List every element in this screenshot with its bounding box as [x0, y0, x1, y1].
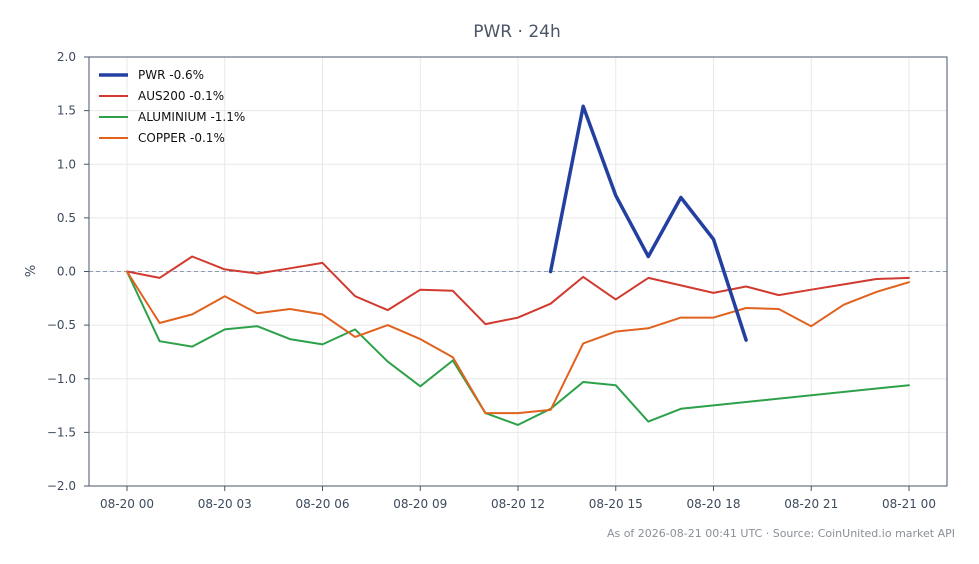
- y-tick-label: −1.5: [47, 425, 76, 439]
- y-tick-label: 2.0: [57, 50, 76, 64]
- x-tick-label: 08-20 18: [687, 497, 741, 511]
- y-axis: 2.0 1.5 1.0 0.5 0.0 −0.5 −1.0 −1.5 −2.0: [47, 50, 90, 493]
- y-tick-label: 0.5: [57, 211, 76, 225]
- chart-title: PWR · 24h: [473, 22, 561, 42]
- legend-label: COPPER -0.1%: [138, 131, 225, 145]
- series-lines: [126, 104, 910, 426]
- source-footer: As of 2026-08-21 00:41 UTC · Source: Coi…: [607, 527, 955, 540]
- x-tick-label: 08-20 00: [100, 497, 154, 511]
- y-tick-label: −0.5: [47, 318, 76, 332]
- x-tick-label: 08-21 00: [882, 497, 936, 511]
- series-line-0: [548, 104, 748, 342]
- y-tick-label: 1.5: [57, 104, 76, 118]
- legend-label: AUS200 -0.1%: [138, 89, 224, 103]
- legend-label: ALUMINIUM -1.1%: [138, 110, 245, 124]
- y-tick-label: 0.0: [57, 265, 76, 279]
- legend-label: PWR -0.6%: [138, 68, 204, 82]
- x-axis: 08-20 00 08-20 03 08-20 06 08-20 09 08-20 12…: [89, 485, 947, 511]
- series-line-1: [126, 255, 910, 326]
- y-tick-label: −2.0: [47, 479, 76, 493]
- x-tick-label: 08-20 12: [491, 497, 545, 511]
- x-tick-label: 08-20 21: [784, 497, 838, 511]
- x-tick-label: 08-20 06: [296, 497, 350, 511]
- series-line-3: [126, 270, 910, 415]
- y-tick-label: 1.0: [57, 157, 76, 171]
- y-axis-label: %: [24, 265, 39, 277]
- x-tick-label: 08-20 03: [198, 497, 252, 511]
- x-tick-label: 08-20 15: [589, 497, 643, 511]
- y-tick-label: −1.0: [47, 372, 76, 386]
- series-line-2: [126, 270, 910, 426]
- x-tick-label: 08-20 09: [393, 497, 447, 511]
- legend: PWR -0.6% AUS200 -0.1% ALUMINIUM -1.1% COPP…: [99, 68, 245, 145]
